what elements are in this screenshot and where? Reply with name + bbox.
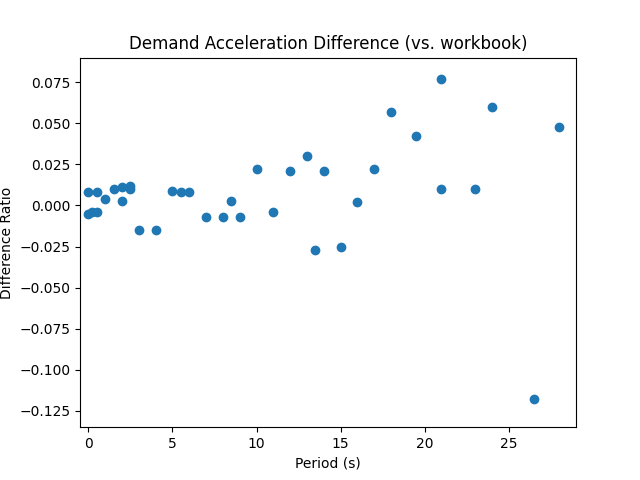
Point	[335, 243, 346, 251]
Point	[150, 226, 161, 234]
Point	[125, 182, 136, 190]
Point	[319, 167, 329, 175]
Point	[235, 213, 245, 221]
Point	[176, 189, 186, 196]
Point	[436, 75, 447, 83]
Point	[92, 208, 102, 216]
Point	[386, 108, 396, 116]
Point	[436, 185, 447, 193]
Point	[117, 183, 127, 191]
Point	[554, 123, 564, 131]
Point	[310, 246, 321, 253]
Y-axis label: Difference Ratio: Difference Ratio	[0, 186, 13, 299]
Point	[125, 185, 136, 193]
Point	[83, 189, 93, 196]
Point	[184, 189, 195, 196]
Point	[268, 208, 278, 216]
Point	[487, 103, 497, 111]
Point	[134, 226, 144, 234]
Point	[470, 185, 480, 193]
Point	[201, 213, 211, 221]
Point	[252, 166, 262, 173]
Point	[83, 210, 93, 217]
Point	[92, 189, 102, 196]
Point	[167, 187, 177, 194]
Point	[117, 197, 127, 204]
Title: Demand Acceleration Difference (vs. workbook): Demand Acceleration Difference (vs. work…	[129, 35, 527, 53]
Point	[369, 166, 380, 173]
Point	[411, 132, 421, 140]
Point	[86, 208, 97, 216]
Point	[529, 396, 539, 403]
X-axis label: Period (s): Period (s)	[295, 456, 361, 470]
Point	[352, 198, 362, 206]
Point	[285, 167, 295, 175]
Point	[218, 213, 228, 221]
Point	[226, 197, 236, 204]
Point	[100, 195, 110, 203]
Point	[302, 152, 312, 160]
Point	[109, 185, 119, 193]
